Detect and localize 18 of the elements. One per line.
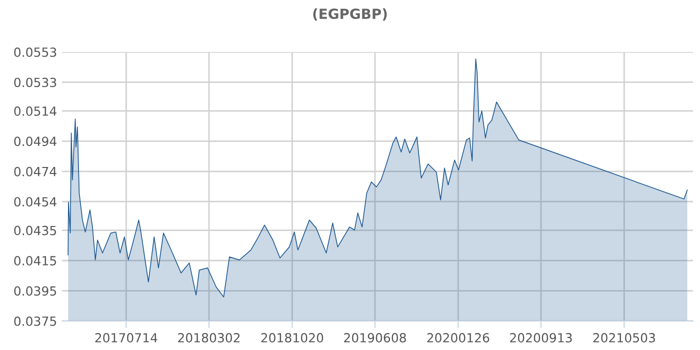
x-tick-label: 20180302 [178, 333, 240, 342]
chart-title: (EGPGBP) [313, 8, 387, 21]
x-tick-label: 20170714 [95, 333, 158, 342]
x-tick-label: 20200126 [427, 333, 490, 342]
x-tick-label: 20190608 [344, 333, 406, 342]
y-tick-label: 0.0454 [14, 197, 56, 207]
y-tick-label: 0.0514 [14, 106, 56, 116]
y-tick-label: 0.0395 [14, 286, 56, 296]
x-tick-label: 20200913 [510, 333, 572, 342]
y-tick-label: 0.0435 [14, 226, 56, 236]
y-tick-label: 0.0533 [14, 78, 56, 88]
y-tick-label: 0.0375 [14, 316, 56, 326]
y-tick-label: 0.0415 [14, 256, 56, 266]
y-tick-label: 0.0553 [14, 47, 56, 57]
x-tick-label: 20210503 [593, 333, 655, 342]
x-tick-label: 20181020 [261, 333, 324, 342]
y-tick-label: 0.0474 [14, 166, 56, 176]
y-tick-label: 0.0494 [14, 136, 56, 146]
